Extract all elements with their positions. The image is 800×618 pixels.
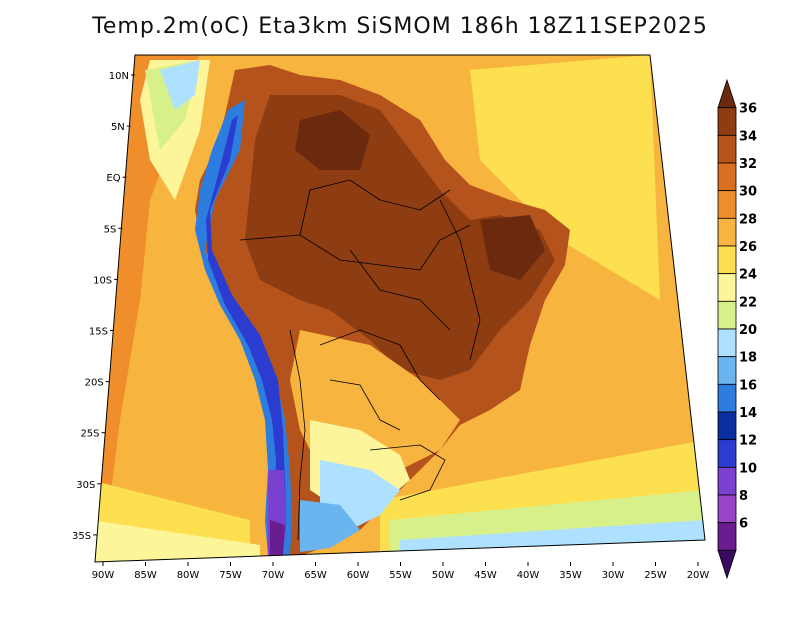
colorbar-segment — [717, 134, 737, 164]
colorbar-segment — [717, 466, 737, 496]
border-brazil-states — [439, 199, 481, 361]
colorbar-segment — [717, 245, 737, 275]
colorbar-segment — [717, 328, 737, 358]
lon-label: 30W — [602, 570, 625, 581]
colorbar-label: 28 — [739, 212, 757, 227]
colorbar-segment — [717, 439, 737, 468]
colorbar-label: 26 — [739, 240, 757, 255]
colorbar-segment — [717, 356, 737, 385]
border-paraguay — [329, 379, 401, 431]
colorbar-label: 22 — [739, 295, 757, 310]
colorbar-segment — [717, 411, 737, 441]
lat-label: 10S — [93, 275, 112, 286]
map-frame — [94, 54, 706, 563]
colorbar-segment — [717, 300, 737, 330]
lat-label: 10N — [109, 71, 129, 82]
colorbar-arrow-top — [717, 78, 737, 109]
lon-label: 70W — [262, 570, 285, 581]
border-colombia-brazil — [299, 179, 451, 236]
lon-label: 80W — [177, 570, 200, 581]
latitude-axis: 10N 5N EQ 5S 10S 15S 20S 25S 30S 35S — [72, 71, 135, 542]
colorbar-label: 20 — [739, 323, 757, 338]
border-chile-argentina — [289, 329, 306, 541]
caribbean-zone — [330, 60, 470, 130]
lon-label: 25W — [644, 570, 667, 581]
lat-label: 35S — [72, 531, 91, 542]
colorbar-segment — [717, 494, 737, 524]
lat-label: EQ — [106, 173, 120, 184]
colorbar-label: 32 — [739, 157, 757, 172]
lat-label: 25S — [80, 429, 99, 440]
northeast-hot-patch — [480, 215, 545, 280]
lon-label: 55W — [389, 570, 412, 581]
colorbar-label: 34 — [739, 129, 757, 144]
colorbar-label: 12 — [739, 434, 757, 449]
lon-label: 50W — [432, 570, 455, 581]
border-brazil-states-2 — [349, 249, 451, 331]
colorbar-label: 14 — [739, 406, 757, 421]
colorbar-label: 30 — [739, 185, 757, 200]
central-hot-patch — [295, 110, 370, 170]
lon-label: 65W — [304, 570, 327, 581]
north-atlantic-zone — [470, 55, 660, 300]
border-uruguay — [369, 444, 446, 501]
colorbar-segment — [717, 217, 737, 247]
map-field — [95, 55, 705, 562]
colorbar-segment — [717, 522, 737, 551]
colorbar-segment — [717, 383, 737, 413]
colorbar-segment — [717, 273, 737, 302]
lon-label: 40W — [517, 570, 540, 581]
lat-label: 30S — [76, 480, 95, 491]
longitude-axis: 90W 85W 80W 75W 70W 65W 60W 55W 50W 45W 40W 35W 30W 2… — [92, 562, 710, 581]
political-borders — [239, 179, 481, 541]
lon-label: 85W — [134, 570, 157, 581]
lat-label: 5N — [111, 122, 125, 133]
colorbar-segment — [717, 190, 737, 219]
lon-label: 90W — [92, 570, 115, 581]
south-land-cool — [300, 500, 360, 552]
colorbar-label: 8 — [739, 489, 748, 504]
colorbar-label: 6 — [739, 517, 748, 532]
lon-label: 60W — [347, 570, 370, 581]
colorbar: 36 34 32 30 28 26 24 22 20 18 16 14 12 10 8 6 — [717, 78, 757, 580]
colorbar-label: 16 — [739, 378, 757, 393]
colorbar-arrow-bottom — [717, 549, 737, 580]
pacific-coolest — [160, 60, 200, 110]
colorbar-segment — [717, 107, 737, 136]
lon-label: 35W — [559, 570, 582, 581]
lat-label: 5S — [104, 224, 117, 235]
andes-core — [206, 115, 286, 556]
colorbar-segment — [717, 162, 737, 192]
lon-label: 75W — [219, 570, 242, 581]
border-bolivia — [319, 329, 441, 401]
map-title: Temp.2m(oC) Eta3km SiSMOM 186h 18Z11SEP2… — [92, 14, 708, 39]
colorbar-label: 18 — [739, 351, 757, 366]
colorbar-label: 10 — [739, 461, 757, 476]
andes-summit — [270, 520, 285, 556]
lon-label: 20W — [687, 570, 710, 581]
colorbar-label: 24 — [739, 268, 757, 283]
lat-label: 15S — [89, 327, 108, 338]
colorbar-label: 36 — [739, 102, 757, 117]
lon-label: 45W — [474, 570, 497, 581]
lat-label: 20S — [85, 378, 104, 389]
